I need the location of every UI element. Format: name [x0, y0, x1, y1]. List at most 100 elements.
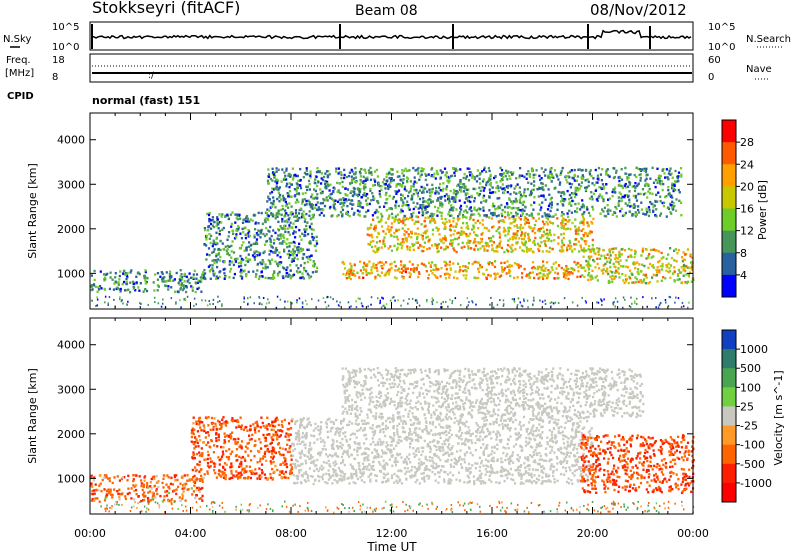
range-cell [128, 491, 131, 495]
range-cell [381, 261, 384, 264]
range-cell [187, 278, 190, 281]
range-cell [244, 476, 247, 480]
range-cell [296, 301, 298, 304]
freq-tick-high: 18 [52, 55, 65, 66]
range-cell [277, 209, 280, 212]
range-cell [420, 170, 423, 173]
range-cell [349, 262, 352, 265]
range-cell [639, 179, 642, 182]
range-cell [393, 231, 396, 235]
range-cell [500, 203, 503, 207]
range-cell [576, 275, 579, 279]
range-cell [467, 245, 470, 248]
range-cell [504, 175, 507, 178]
range-cell [270, 428, 273, 431]
range-cell [398, 228, 401, 231]
range-cell [651, 276, 654, 279]
range-cell [188, 479, 191, 482]
range-cell [321, 191, 324, 195]
range-cell [195, 494, 198, 497]
range-cell [634, 182, 637, 185]
range-cell [491, 247, 494, 250]
range-cell [425, 270, 428, 273]
range-cell [399, 211, 402, 214]
range-cell [608, 261, 612, 264]
range-cell [237, 472, 240, 475]
range-cell [473, 175, 476, 179]
range-cell [232, 251, 236, 254]
range-cell [569, 186, 572, 189]
range-cell [396, 246, 399, 249]
range-cell [669, 264, 673, 267]
range-cell [114, 280, 117, 283]
range-cell [246, 217, 249, 220]
range-cell [573, 247, 576, 251]
range-cell [254, 431, 257, 434]
range-cell [668, 169, 671, 173]
range-cell [560, 239, 564, 242]
range-cell [543, 239, 546, 243]
range-cell [574, 225, 577, 228]
range-cell [201, 486, 204, 490]
range-cell [620, 197, 623, 200]
range-cell [289, 426, 293, 430]
range-cell [255, 472, 258, 475]
range-cell [140, 302, 142, 305]
range-cell [456, 232, 459, 235]
range-cell [351, 271, 354, 275]
range-cell [283, 171, 286, 174]
range-cell [272, 455, 275, 458]
range-cell [212, 240, 216, 244]
range-cell [302, 176, 305, 179]
range-cell [422, 231, 425, 235]
range-cell [497, 227, 500, 231]
range-cell [529, 276, 532, 279]
range-cell [164, 490, 167, 493]
range-cell [608, 251, 611, 254]
range-cell [335, 454, 338, 458]
range-cell [156, 272, 160, 275]
range-cell [444, 264, 447, 267]
range-cell [634, 205, 637, 208]
range-cell [613, 257, 617, 260]
range-cell [448, 176, 451, 179]
range-cell [439, 196, 442, 199]
range-cell [462, 221, 465, 225]
range-cell [181, 475, 184, 478]
range-cell [439, 189, 442, 192]
range-cell [635, 278, 638, 281]
range-cell [282, 453, 285, 457]
range-cell [288, 450, 291, 453]
range-cell [273, 187, 276, 190]
range-cell [286, 300, 289, 303]
range-cell [453, 171, 456, 174]
range-cell [304, 217, 307, 221]
range-cell [161, 302, 164, 305]
range-cell [396, 248, 399, 251]
range-cell [269, 424, 272, 427]
range-cell [375, 168, 378, 172]
range-cell [538, 174, 541, 178]
range-cell [465, 216, 468, 219]
range-cell [287, 435, 290, 438]
range-cell [222, 465, 225, 469]
range-cell [282, 236, 286, 240]
range-cell [582, 175, 585, 179]
range-cell [452, 247, 455, 250]
range-cell [127, 487, 130, 490]
range-cell [220, 425, 223, 428]
range-cell [256, 461, 259, 464]
range-cell [451, 208, 454, 212]
range-cell [415, 268, 418, 271]
range-cell [544, 239, 547, 243]
range-cell [486, 180, 490, 183]
range-cell [279, 255, 282, 259]
range-cell [377, 210, 380, 214]
range-cell [314, 189, 317, 193]
range-cell [359, 201, 362, 205]
range-cell [613, 277, 616, 280]
range-cell [234, 438, 237, 441]
range-cell [254, 275, 257, 278]
range-cell [181, 282, 184, 285]
range-cell [310, 434, 313, 437]
